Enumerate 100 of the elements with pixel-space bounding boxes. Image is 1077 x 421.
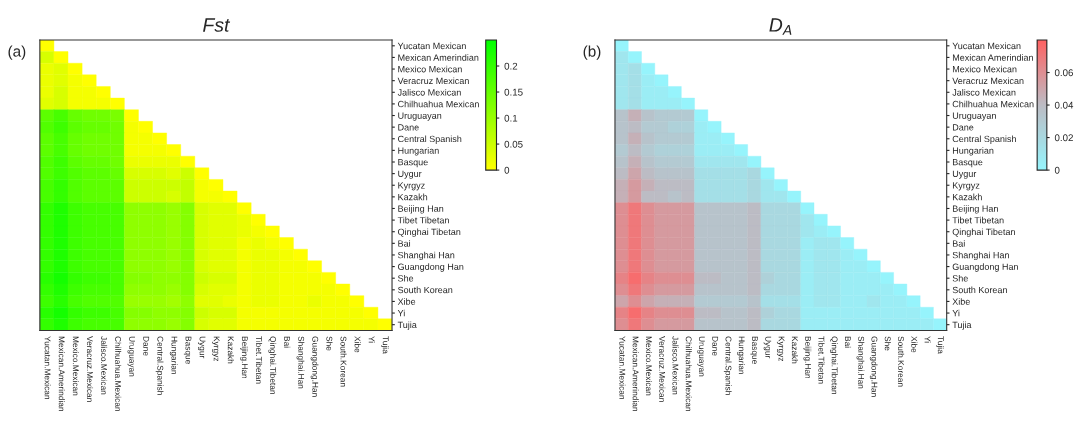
x-tick-label: Mexico.Mexican (72, 336, 79, 396)
x-tick-label: Kazakh (227, 336, 234, 364)
x-tick-label: Guangdong.Han (310, 336, 319, 397)
color-bar-label: 0.1 (504, 114, 518, 122)
x-tick-label: Uruguayan (127, 336, 135, 377)
y-tick-label: Uruguayan (398, 112, 442, 121)
text: (a) (8, 45, 26, 60)
x-tick-label: Bai (844, 336, 852, 348)
y-tick-label: Basque (398, 159, 428, 168)
color-bar-label: 0.02 (1054, 134, 1073, 142)
x-tick-label: Basque (183, 336, 192, 364)
y-tick-label: Xibe (952, 298, 970, 305)
y-tick-label: Yi (952, 309, 960, 317)
x-tick-label: Veracruz.Mexican (659, 336, 666, 402)
y-tick-label: South Korean (397, 286, 453, 294)
x-tick-label: Central.Spanish (155, 336, 164, 395)
y-tick-label: Central Spanish (398, 135, 462, 144)
chart-title: Fst (203, 18, 231, 32)
y-tick-label: Tujia (952, 321, 972, 330)
y-tick-label: Hungarian (398, 147, 439, 156)
color-bar-label: 0.04 (1054, 101, 1074, 109)
y-tick-label: Jalisco Mexican (952, 89, 1016, 96)
y-tick-label: Kyrgyz (952, 182, 980, 191)
color-bar-label: 0.2 (504, 62, 518, 70)
x-tick-label: Jalisco.Mexican (101, 336, 108, 395)
x-tick-label: Tujia (381, 336, 389, 354)
y-tick-label: She (952, 274, 968, 282)
x-tick-label: Basque (750, 336, 758, 364)
color-bar-label: 0.15 (504, 88, 523, 96)
x-tick-label: Shanghai.Han (296, 336, 305, 389)
y-tick-label: Chilhuahua Mexican (952, 100, 1034, 108)
x-tick-label: Uygur (763, 336, 772, 359)
x-tick-label: Beijing.Han (240, 336, 248, 379)
x-tick-label: Yucatan.Mexican (619, 336, 626, 399)
x-tick-label: Yi (368, 336, 375, 343)
x-tick-label: Dane (712, 336, 719, 356)
y-tick-label: Uruguayan (952, 112, 996, 121)
y-tick-label: She (397, 274, 414, 282)
y-tick-label: Qinghai Tibetan (952, 228, 1015, 237)
x-tick-label: Mexican.Amerindian (632, 336, 639, 411)
y-tick-label: Veracruz Mexican (952, 77, 1024, 85)
y-tick-label: Beijing Han (952, 205, 998, 214)
y-tick-label: Tibet Tibetan (397, 216, 449, 224)
x-tick-label: Hungarian (169, 336, 178, 374)
color-bar-label: 0 (504, 166, 510, 174)
y-tick-label: Dane (398, 124, 419, 131)
y-tick-label: Bai (952, 240, 965, 247)
y-tick-label: Beijing Han (398, 205, 444, 214)
y-tick-label: Guangdong Han (398, 263, 464, 272)
x-tick-label: Jalisco.Mexican (672, 336, 679, 395)
y-tick-label: Kazakh (398, 193, 428, 201)
x-tick-label: Beijing.Han (803, 336, 812, 379)
y-tick-label: Yucatan Mexican (952, 42, 1021, 50)
y-tick-label: Mexico Mexican (398, 65, 462, 73)
x-tick-label: Xibe (911, 336, 918, 353)
y-tick-label: Kyrgyz (398, 182, 425, 191)
x-tick-label: Mexican.Amerindian (58, 336, 65, 411)
text: (b) (583, 45, 601, 60)
x-tick-label: Hungarian (737, 336, 745, 374)
y-tick-label: Tibet Tibetan (952, 216, 1004, 224)
color-bar-label: 0.06 (1054, 69, 1073, 77)
x-tick-label: Tujia (936, 336, 944, 354)
y-tick-label: Mexican Amerindian (952, 54, 1033, 61)
x-tick-label: Kyrgyz (212, 336, 220, 362)
x-tick-label: Bai (284, 336, 291, 348)
y-tick-label: Uygur (398, 170, 422, 179)
x-tick-label: Guangdong.Han (869, 336, 878, 397)
x-tick-label: Tibet.Tibetan (255, 336, 263, 384)
x-tick-label: Chilhuahua.Mexican (685, 336, 692, 412)
x-tick-label: Xibe (354, 336, 361, 353)
y-tick-label: Kazakh (952, 193, 982, 201)
y-tick-label: Basque (952, 159, 983, 168)
y-tick-label: Veracruz Mexican (397, 77, 469, 85)
x-tick-label: South.Korean (898, 336, 905, 387)
y-tick-label: Hungarian (952, 147, 994, 156)
y-tick-label: South Korean (952, 286, 1007, 294)
y-tick-label: Dane (952, 124, 974, 131)
x-tick-label: Uruguayan (697, 336, 705, 377)
y-tick-label: Central Spanish (952, 135, 1016, 144)
x-tick-label: Shanghai.Han (856, 336, 865, 389)
x-tick-label: Qinghai.Tibetan (830, 336, 838, 395)
x-tick-label: Veracruz.Mexican (86, 336, 94, 402)
x-tick-label: South.Korean (340, 336, 347, 387)
y-tick-label: Tujia (397, 321, 417, 330)
y-tick-label: Mexico Mexican (952, 65, 1017, 73)
y-tick-label: Mexican Amerindian (398, 54, 479, 61)
x-tick-label: Central.Spanish (723, 336, 732, 395)
x-tick-label: Dane (143, 336, 150, 356)
x-tick-label: She (884, 336, 891, 351)
y-tick-label: Shanghai Han (952, 251, 1009, 261)
x-tick-label: Yi (924, 336, 931, 343)
x-tick-label: She (326, 336, 333, 351)
y-tick-label: Chilhuahua Mexican (398, 100, 479, 108)
x-tick-label: Kazakh (791, 336, 798, 364)
y-tick-label: Yucatan Mexican (397, 42, 466, 50)
x-tick-label: Mexico.Mexican (645, 336, 653, 396)
chart-title: D$_{A}$ (769, 18, 792, 35)
y-tick-label: Yi (397, 309, 405, 317)
y-tick-label: Qinghai Tibetan (398, 228, 461, 237)
y-tick-label: Shanghai Han (397, 251, 455, 261)
